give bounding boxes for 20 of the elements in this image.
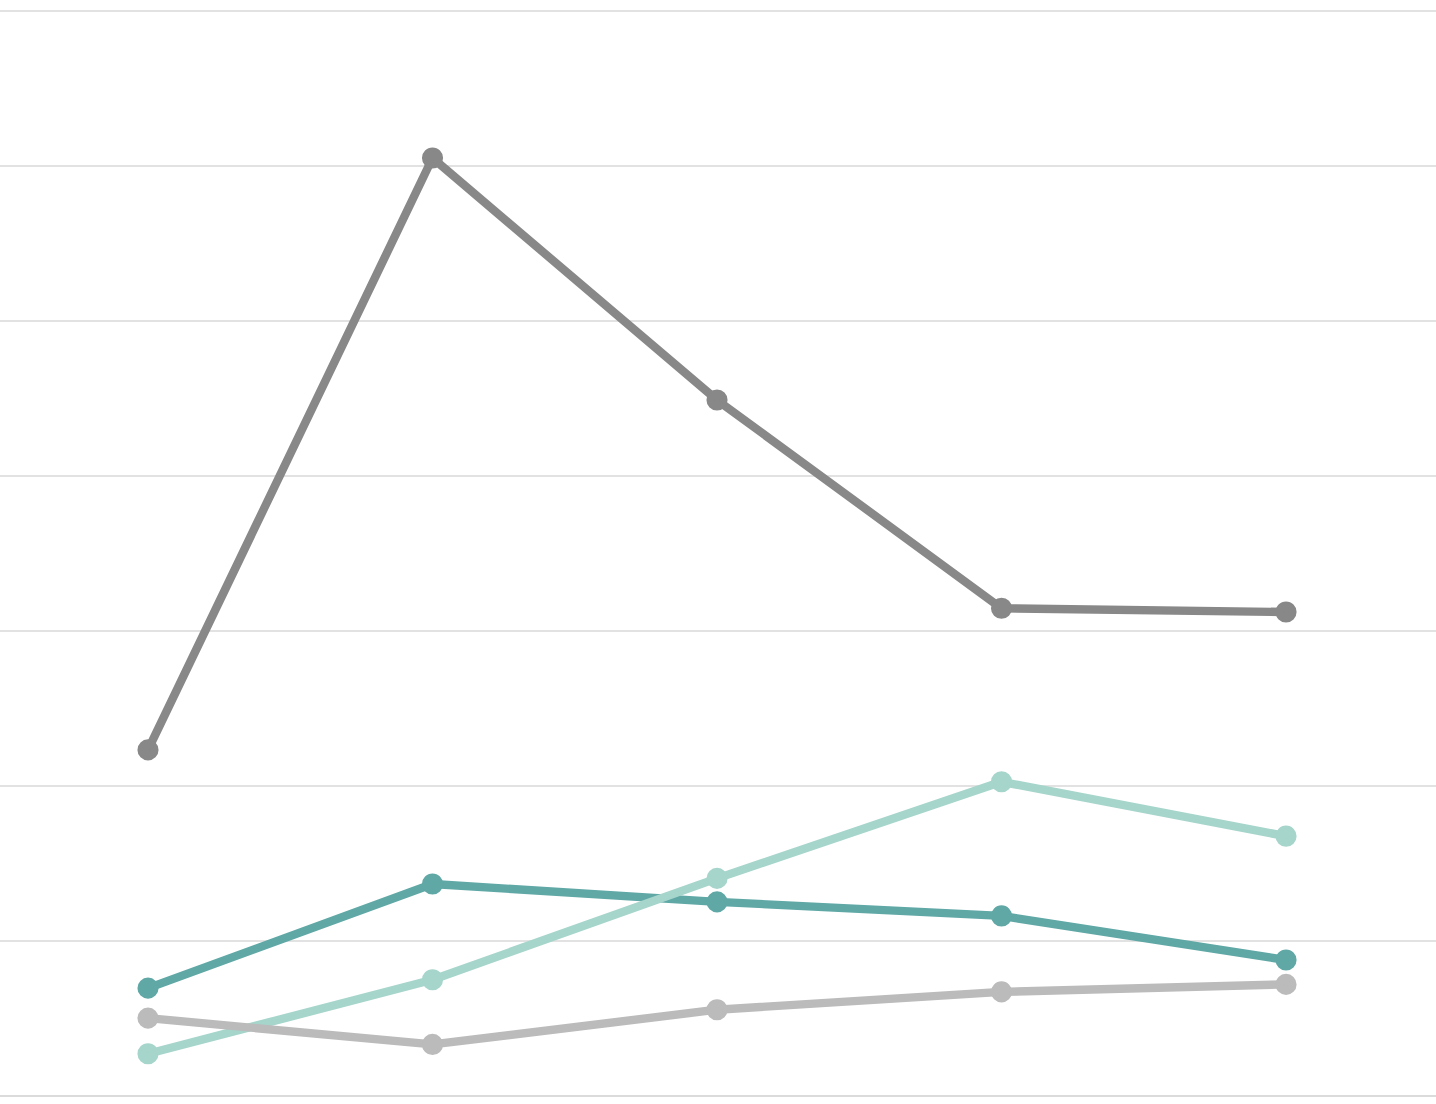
point: [1275, 825, 1297, 847]
point: [137, 739, 159, 761]
point: [990, 771, 1013, 793]
point: [1275, 601, 1297, 623]
point: [990, 905, 1013, 927]
point: [421, 969, 444, 991]
point: [421, 1033, 444, 1055]
point: [706, 389, 728, 411]
point: [990, 981, 1013, 1003]
point: [1275, 973, 1297, 995]
point: [706, 867, 728, 889]
point: [137, 1043, 159, 1065]
point: [1275, 949, 1297, 971]
point: [990, 597, 1013, 619]
point: [137, 1007, 159, 1029]
point: [137, 977, 159, 999]
point: [706, 999, 728, 1021]
point: [421, 873, 444, 895]
point: [706, 891, 728, 913]
point: [421, 147, 444, 169]
